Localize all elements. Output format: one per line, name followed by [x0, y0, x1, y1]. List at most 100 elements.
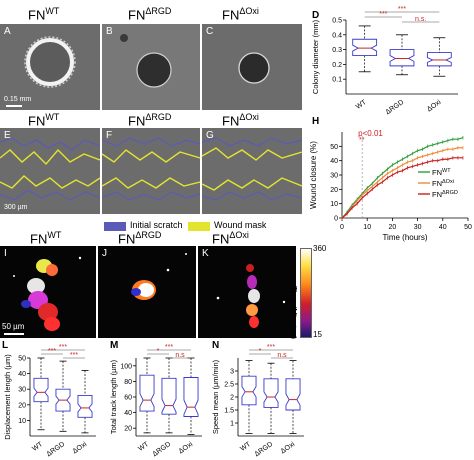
y-tick-label: 0.2: [332, 62, 342, 69]
y-tick-label: 1.5: [224, 408, 234, 415]
box-body: [426, 52, 452, 67]
y-tick-label: 0.4: [332, 32, 342, 39]
scalebar-a: 0.15 mm: [4, 96, 32, 103]
significance-label: *: [157, 348, 160, 355]
significance-label: n.s.: [415, 16, 426, 23]
title-e: FNWT: [28, 112, 60, 129]
box-body: [285, 378, 301, 411]
micrograph-a: A 0.15 mm: [0, 24, 100, 110]
panel-letter-l: L: [2, 340, 9, 351]
x-tick-label: WT: [239, 440, 253, 452]
track-wt-image: [4, 256, 82, 335]
x-tick-label: ΔRGD: [152, 441, 173, 458]
y-tick-label: 10: [330, 201, 338, 208]
y-tick-label: 30: [18, 387, 26, 394]
colony-wt-image: [6, 36, 76, 107]
significance-label: ***: [70, 352, 78, 359]
x-tick-label: ΔOxi: [178, 441, 195, 456]
x-tick-label: 30: [414, 224, 422, 231]
x-tick-label: WT: [355, 98, 369, 110]
x-tick-label: ΔRGD: [385, 99, 406, 116]
scratch-image-e: E 300 µm: [0, 128, 101, 214]
legend-label-wound-mask: Wound mask: [214, 220, 267, 230]
colony-rgd-image: [120, 34, 172, 88]
legend-swatch-initial-scratch: [104, 222, 126, 231]
panel-letter-j: J: [102, 248, 107, 259]
title-j: FNΔRGD: [118, 230, 162, 247]
y-tick-label: 1: [230, 421, 234, 428]
y-axis-label: Speed mean (µm/min): [211, 359, 220, 434]
scratch-oxi-image: [201, 137, 303, 201]
significance-label: ***: [267, 344, 275, 351]
panel-letter-e: E: [4, 130, 11, 141]
scratch-image-g: G: [201, 128, 303, 214]
x-tick-label: 10: [363, 224, 371, 231]
y-tick-label: 0.1: [332, 77, 342, 84]
y-tick-label: 3: [230, 369, 234, 376]
x-tick-label: ΔRGD: [254, 441, 275, 458]
box-body: [389, 49, 415, 67]
colony-oxi-image: [238, 52, 270, 84]
box-body: [183, 377, 199, 417]
x-tick-label: WT: [137, 440, 151, 452]
x-tick-label: WT: [31, 440, 45, 452]
significance-label: n.s: [175, 352, 185, 359]
y-axis-label: Displacement length (µm): [3, 354, 12, 440]
box-body: [33, 377, 49, 403]
y-tick-label: 30: [330, 173, 338, 180]
significance-label: ***: [379, 11, 387, 18]
y-tick-label: 50: [18, 356, 26, 363]
track-oxi-image: [216, 264, 286, 328]
colorbar-title: Time (Minutes): [289, 286, 298, 340]
y-tick-label: 80: [124, 379, 132, 386]
x-tick-label: ΔOxi: [72, 441, 89, 456]
panel-letter-f: F: [106, 130, 113, 141]
track-image-j: J: [98, 246, 196, 338]
x-tick-label: ΔRGD: [46, 441, 67, 458]
significance-label: ***: [165, 344, 173, 351]
panel-letter-n: N: [212, 340, 220, 351]
x-tick-label: 0: [340, 224, 344, 231]
title-b: FNΔRGD: [128, 6, 172, 23]
panel-letter-d: D: [312, 10, 320, 21]
chart-l: 10 20 30 40 50 Displacement length (µm) WT ΔRGD…: [3, 344, 96, 458]
micrograph-b: B: [102, 24, 200, 110]
scratch-wt-image: [0, 137, 101, 201]
track-rgd-image: [131, 253, 187, 300]
y-tick-label: 40: [124, 410, 132, 417]
track-image-k: K: [198, 246, 296, 338]
scratch-rgd-image: [101, 137, 201, 201]
x-tick-label: 40: [439, 224, 447, 231]
title-f: FNΔRGD: [128, 112, 172, 129]
y-tick-label: 0.5: [332, 18, 342, 25]
micrograph-c: C: [202, 24, 302, 110]
title-c: FNΔOxi: [222, 6, 259, 23]
scratch-image-f: F: [101, 128, 201, 214]
y-tick-label: 0: [334, 216, 338, 223]
legend-swatch-wound-mask: [188, 222, 210, 231]
panel-letter-c: C: [206, 26, 214, 37]
significance-label: *: [259, 348, 262, 355]
y-tick-label: 40: [18, 371, 26, 378]
chart-h: 0 10 20 30 40 50 0 10 20 30 40 50 Time (hours) Wound …: [309, 129, 472, 242]
x-tick-label: 20: [389, 224, 397, 231]
legend-label-initial-scratch: Initial scratch: [130, 220, 183, 230]
x-tick-label: ΔOxi: [426, 99, 443, 114]
y-tick-label: 20: [330, 187, 338, 194]
annotation-marker: **: [359, 137, 365, 144]
y-tick-label: 50: [330, 144, 338, 151]
colorbar-max-label: 360: [313, 244, 327, 253]
legend-label: FNΔRGD: [432, 190, 458, 199]
legend-label: FNΔOxi: [432, 179, 454, 188]
significance-label: ***: [48, 348, 56, 355]
y-tick-label: 60: [124, 395, 132, 402]
panel-letter-b: B: [106, 26, 113, 37]
y-tick-label: 100: [120, 363, 132, 370]
box-body: [161, 377, 177, 415]
title-i: FNWT: [30, 230, 62, 247]
time-colorbar: [300, 248, 312, 338]
panel-letter-k: K: [202, 248, 209, 259]
box-body: [55, 388, 71, 412]
track-image-i: I 50 µm: [0, 246, 96, 338]
